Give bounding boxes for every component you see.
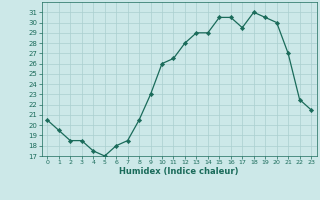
X-axis label: Humidex (Indice chaleur): Humidex (Indice chaleur) xyxy=(119,167,239,176)
